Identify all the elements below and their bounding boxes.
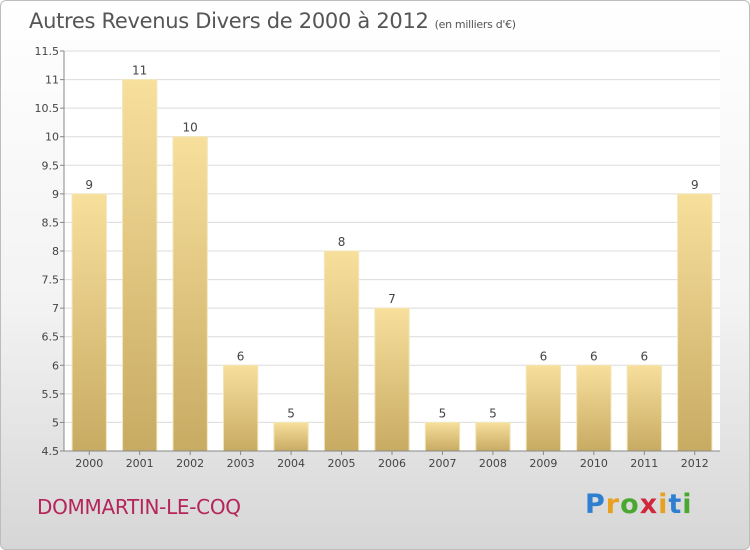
y-tick-label: 5.5 [42, 388, 60, 401]
x-tick-label: 2004 [277, 457, 305, 470]
bar-2000 [71, 193, 107, 452]
axes [60, 50, 720, 455]
bar-2006 [374, 307, 410, 452]
logo-letter: P [585, 489, 606, 520]
data-label: 5 [439, 406, 447, 420]
y-tick-label: 10.5 [35, 102, 60, 115]
x-tick-label: 2002 [176, 457, 204, 470]
bar-2012 [677, 193, 713, 452]
data-label: 5 [287, 406, 295, 420]
x-tick-label: 2007 [428, 457, 456, 470]
bar-2009 [525, 364, 562, 452]
y-tick-label: 9 [52, 188, 59, 201]
chart-subtitle: (en milliers d'€) [434, 18, 516, 31]
data-label: 9 [85, 178, 93, 192]
x-tick-label: 2001 [126, 457, 154, 470]
labels: 4.5 5 5.5 6 6.5 7 7.5 8 8.5 9 9.5 10 10.5 11 11.5 9 2000… [35, 45, 709, 470]
data-label: 5 [489, 406, 497, 420]
x-tick-label: 2005 [328, 457, 356, 470]
x-tick-label: 2010 [580, 457, 608, 470]
logo-letter: t [668, 489, 683, 520]
data-label: 9 [691, 178, 699, 192]
bar-2008 [475, 421, 511, 452]
bar-2005 [323, 250, 360, 452]
bars [71, 79, 713, 452]
city-name: DOMMARTIN-LE-COQ [37, 495, 241, 519]
x-tick-label: 2009 [529, 457, 557, 470]
proxiti-logo[interactable]: Proxiti [585, 489, 693, 520]
y-tick-label: 8 [52, 245, 59, 258]
data-label: 11 [132, 64, 147, 78]
y-tick-label: 11 [45, 74, 59, 87]
x-tick-label: 2008 [479, 457, 507, 470]
bar-2003 [222, 364, 259, 452]
x-tick-label: 2012 [681, 457, 709, 470]
y-tick-label: 10 [45, 131, 59, 144]
y-tick-label: 6 [52, 359, 59, 372]
data-label: 6 [237, 349, 245, 363]
data-label: 10 [183, 121, 198, 135]
y-tick-label: 6.5 [42, 331, 60, 344]
data-label: 8 [338, 235, 346, 249]
x-tick-label: 2000 [75, 457, 103, 470]
logo-letter: o [620, 489, 640, 520]
x-tick-label: 2006 [378, 457, 406, 470]
bar-2004 [273, 421, 309, 452]
y-tick-label: 11.5 [35, 45, 60, 58]
y-tick-label: 7.5 [42, 274, 60, 287]
bar-2011 [626, 364, 662, 452]
data-label: 6 [540, 349, 548, 363]
logo-letter: i [682, 489, 693, 520]
logo-letter: r [605, 489, 621, 520]
data-label: 7 [388, 292, 396, 306]
y-tick-label: 4.5 [42, 445, 60, 458]
bar-2010 [576, 364, 612, 452]
logo-letter: i [658, 489, 669, 520]
logo-letter: x [639, 489, 659, 520]
x-tick-label: 2011 [630, 457, 658, 470]
bar-2001 [122, 79, 158, 452]
chart-title-text: Autres Revenus Divers de 2000 à 2012 [29, 9, 429, 33]
y-tick-label: 8.5 [42, 216, 60, 229]
bar-2002 [172, 136, 208, 452]
bar-2007 [424, 421, 461, 452]
x-tick-label: 2003 [227, 457, 255, 470]
chart-title: Autres Revenus Divers de 2000 à 2012 (en … [29, 9, 516, 33]
y-tick-label: 7 [52, 302, 59, 315]
y-tick-label: 5 [52, 416, 59, 429]
data-label: 6 [590, 349, 598, 363]
data-label: 6 [640, 349, 648, 363]
y-tick-label: 9.5 [42, 159, 60, 172]
